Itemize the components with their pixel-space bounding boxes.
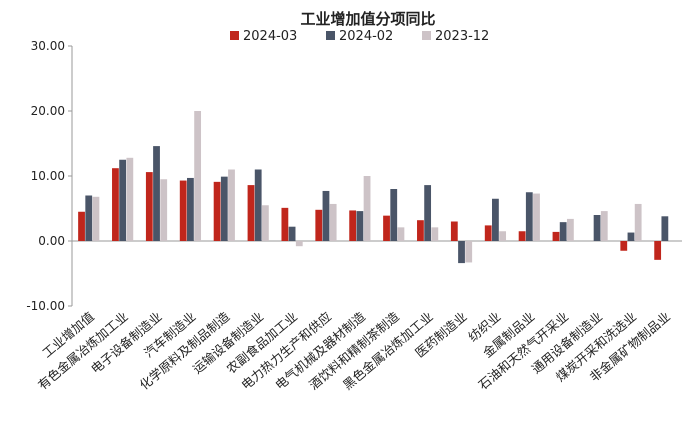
bar-2023-12	[261, 205, 269, 241]
bar-2023-12	[92, 196, 100, 241]
bar-2024-02	[85, 195, 93, 241]
legend-swatch-2024-03	[230, 31, 239, 40]
bar-2023-12	[228, 169, 235, 241]
bar-2024-02	[356, 211, 364, 241]
bar-2024-02	[390, 189, 398, 241]
bar-2024-03	[78, 211, 85, 241]
bar-2024-02	[525, 192, 533, 241]
bar-2023-12	[295, 241, 303, 247]
bar-2023-12	[465, 241, 473, 263]
bar-2024-02	[187, 177, 194, 241]
x-tick-labels: 工业增加值有色金属冶炼加工业电子设备制造业汽车制造业化学原料及制品制造运输设备制…	[35, 308, 673, 392]
bar-2024-03	[620, 241, 628, 251]
bars	[78, 111, 669, 264]
bar-2024-02	[153, 146, 160, 241]
bar-2023-12	[363, 176, 371, 241]
bar-2024-03	[213, 181, 221, 241]
bar-2024-02	[288, 226, 296, 241]
bar-2024-03	[145, 172, 153, 241]
bar-2024-03	[450, 221, 458, 241]
bar-2024-02	[593, 215, 601, 241]
bar-2024-03	[383, 215, 390, 241]
bar-2024-02	[220, 176, 228, 241]
bar-2024-03	[349, 210, 357, 241]
bar-2024-02	[254, 169, 262, 241]
bar-2024-03	[179, 180, 187, 241]
bar-2023-12	[194, 111, 202, 241]
bar-2024-02	[559, 222, 567, 241]
bar-2023-12	[397, 227, 405, 241]
bar-2023-12	[126, 157, 134, 241]
y-tick-label: 10.00	[31, 169, 65, 183]
bar-2023-12	[566, 218, 574, 241]
y-tick-label: 20.00	[31, 104, 65, 118]
bar-2024-03	[247, 185, 255, 241]
legend: 2024-03 2024-02 2023-12	[230, 29, 489, 44]
bar-2024-03	[518, 231, 526, 241]
legend-swatch-2024-02	[326, 31, 335, 40]
y-tick-label: 0.00	[38, 234, 65, 248]
bar-2024-02	[627, 232, 635, 241]
bar-2024-02	[458, 241, 465, 264]
bar-2024-03	[654, 241, 662, 260]
bar-2024-03	[552, 231, 560, 241]
bar-2023-12	[533, 193, 540, 241]
chart-title: 工业增加值分项同比	[300, 10, 435, 28]
bar-2023-12	[431, 227, 439, 241]
bar-2024-02	[661, 216, 669, 241]
legend-label-2023-12: 2023-12	[435, 29, 489, 44]
bar-2024-03	[417, 220, 424, 241]
bar-2024-02	[322, 190, 330, 241]
legend-label-2024-03: 2024-03	[243, 29, 297, 44]
bar-2024-03	[112, 168, 119, 241]
bar-2023-12	[499, 231, 507, 241]
bar-2024-02	[424, 185, 432, 241]
bar-2023-12	[600, 211, 608, 241]
legend-swatch-2023-12	[422, 31, 431, 40]
y-tick-label: -10.00	[26, 299, 65, 313]
bar-2023-12	[329, 203, 337, 241]
legend-label-2024-02: 2024-02	[339, 29, 393, 44]
bar-2024-03	[315, 209, 323, 241]
bar-2024-02	[119, 159, 127, 241]
y-tick-label: 30.00	[31, 39, 65, 53]
bar-2023-12	[160, 179, 168, 241]
bar-2023-12	[634, 203, 642, 241]
bar-2024-03	[484, 225, 492, 241]
axes: 30.00 20.00 10.00 0.00 -10.00	[26, 39, 682, 313]
bar-2024-03	[281, 207, 289, 241]
bar-2024-02	[492, 198, 499, 241]
